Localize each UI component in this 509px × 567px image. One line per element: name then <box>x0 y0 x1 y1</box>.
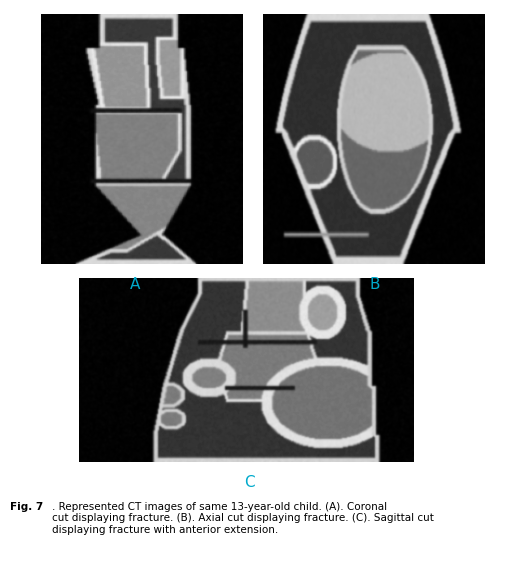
Text: Fig. 7: Fig. 7 <box>10 502 43 512</box>
Text: B: B <box>369 277 379 291</box>
Text: A: A <box>130 277 140 291</box>
Text: C: C <box>244 475 254 490</box>
Text: . Represented CT images of same 13-year-old child. (A). Coronal
cut displaying f: . Represented CT images of same 13-year-… <box>52 502 433 535</box>
